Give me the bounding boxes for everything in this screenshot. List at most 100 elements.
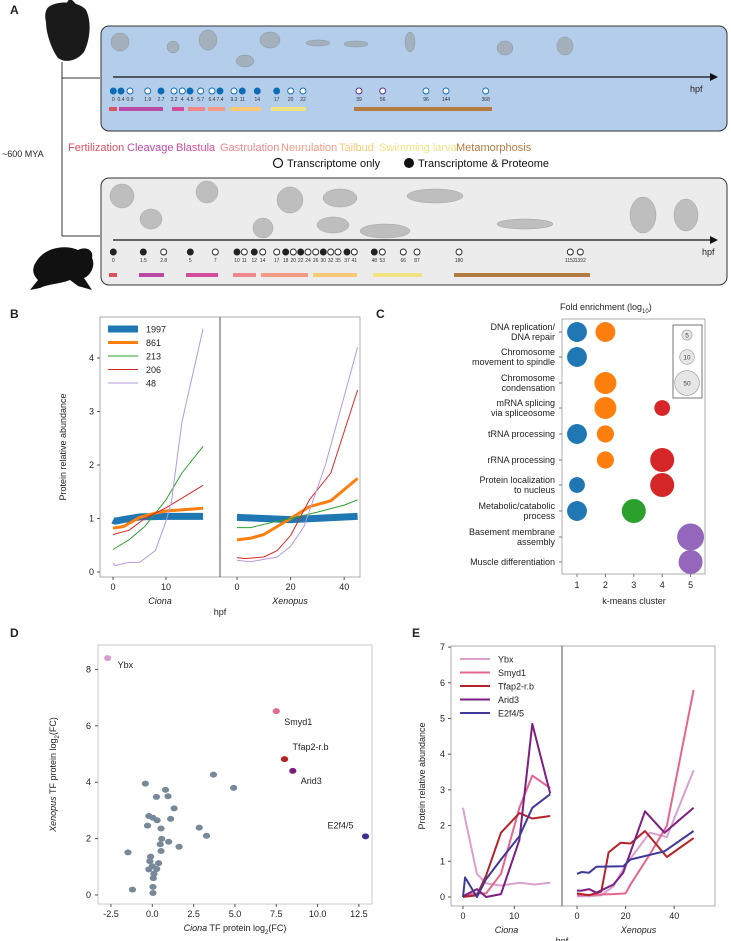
- timepoint-label: 1.9: [144, 97, 151, 103]
- timepoint-label: 11: [240, 97, 245, 103]
- filled-circle-icon: [404, 158, 414, 168]
- timepoint-transcriptome-dot: [304, 248, 312, 256]
- y-tick-label: 3: [89, 407, 94, 417]
- enrichment-bubble: [654, 400, 671, 416]
- timepoint-transcriptome-dot: [355, 87, 363, 95]
- size-legend-label: 10: [683, 355, 691, 362]
- enrichment-bubble: [596, 425, 614, 443]
- panel-label-E: E: [412, 626, 420, 640]
- timepoint-label: 10: [234, 258, 240, 264]
- tf-point: [195, 824, 203, 831]
- tf-point: [128, 886, 137, 893]
- tf-point: [154, 860, 163, 867]
- y-tick-label: 2: [86, 834, 91, 844]
- enrichment-bubble: [569, 477, 585, 493]
- panel-e-chart: 0 1 2 3 4 5 6 7 0 10 0 20 40 Ciona Xenopus hpf Protein r…: [417, 642, 716, 941]
- timepoint-transcriptome-dot: [273, 248, 281, 256]
- tf-point: [124, 849, 132, 856]
- legend-label: 1997: [146, 325, 166, 335]
- timepoint-proteome-dot: [139, 248, 147, 256]
- timepoint-transcriptome-dot: [378, 248, 386, 256]
- panel-label-B: B: [10, 307, 19, 321]
- ciona-embryo-image: [235, 54, 255, 68]
- timepoint-proteome-dot: [370, 248, 378, 256]
- term-label: rRNA processing: [487, 455, 555, 465]
- legend-label: Tfap2-r.b: [498, 682, 534, 692]
- x-tick-label: 7.5: [270, 909, 283, 919]
- legend-transcriptome-proteome: Transcriptome & Proteome: [418, 158, 549, 170]
- panel-d-chart: -2.5 0.0 2.5 5.0 7.5 10.0 12.5 0 2 4 6 8 Ybx Smyd1 Tfa…: [48, 644, 373, 936]
- timepoint-proteome-dot: [273, 87, 281, 95]
- series-line-xenopus-smyd1: [576, 689, 695, 897]
- tf-point: [164, 793, 172, 800]
- enrichment-bubble: [567, 424, 587, 444]
- tf-point: [153, 866, 161, 873]
- series-line-xenopus-arid3: [577, 807, 695, 894]
- stage-bar-1: [119, 107, 163, 111]
- ciona-embryo-image: [496, 40, 514, 56]
- arrow-head-icon: [710, 236, 718, 244]
- series-line-ciona-213: [112, 445, 204, 550]
- enrichment-bubble: [567, 347, 587, 367]
- timepoint-transcriptome-dot: [422, 87, 430, 95]
- y-tick-label: 0: [440, 892, 445, 902]
- timepoint-label: 4.5: [187, 97, 194, 103]
- y-tick-label: 4: [440, 749, 445, 759]
- timepoint-label: 0.4: [118, 97, 125, 103]
- ciona-timeline: hpf 0 0.4 0.9 1.9 2.7 3.2 4 4.5 5.7 6.4 7.4 9.3 11 14 1…: [100, 25, 728, 132]
- timepoint-transcriptome-dot: [208, 87, 216, 95]
- timepoint-label: 1392: [575, 258, 586, 264]
- tf-point: [165, 838, 173, 845]
- y-tick-label: 1: [89, 514, 94, 524]
- timepoint-proteome-dot: [250, 248, 258, 256]
- tf-point: [145, 866, 153, 873]
- x-tick-label: 0: [574, 911, 579, 921]
- x-tick-label: 5: [688, 580, 693, 590]
- timepoint-transcriptome-dot: [455, 248, 463, 256]
- timepoint-label: 39: [356, 97, 362, 103]
- ciona-embryo-image: [556, 36, 574, 56]
- legend-label: Smyd1: [498, 668, 526, 678]
- tf-point: [209, 771, 218, 778]
- x-tick-label: -2.5: [103, 909, 119, 919]
- ciona-silhouette: [45, 0, 90, 61]
- timepoint-transcriptome-dot: [170, 87, 178, 95]
- panel-label-D: D: [10, 626, 19, 640]
- timepoint-transcriptome-dot: [259, 248, 267, 256]
- tf-point: [156, 841, 164, 848]
- series-line-ciona-206: [112, 484, 204, 535]
- stage-name-4: Neurulation: [281, 142, 337, 154]
- frog-silhouette: [30, 247, 94, 290]
- timepoint-label: 1.5: [140, 258, 147, 264]
- timepoint-label: 87: [414, 258, 420, 264]
- term-label: Muscle differentiation: [470, 557, 555, 567]
- timepoint-label: 4: [181, 97, 184, 103]
- tf-point: [153, 817, 161, 824]
- series-line-xenopus-e2f45: [576, 830, 695, 875]
- ciona-embryo-image: [198, 29, 218, 51]
- xenopus-embryo-image: [496, 218, 554, 230]
- timepoint-transcriptome-dot: [413, 248, 421, 256]
- tf-point: [149, 875, 157, 882]
- stage-bar-2: [186, 273, 218, 277]
- series-line-ciona-861: [112, 506, 204, 530]
- term-label: Chromosome: [501, 373, 555, 383]
- timepoint-proteome-dot: [343, 248, 351, 256]
- tf-point: [149, 883, 157, 890]
- term-label: assembly: [517, 537, 556, 547]
- tf-label: E2f4/5: [328, 820, 354, 830]
- timepoint-label: 20: [288, 97, 294, 103]
- timepoint-label: 20: [291, 258, 297, 264]
- timepoint-proteome-dot: [216, 87, 224, 95]
- x-axis-label: k-means cluster: [602, 596, 666, 606]
- stage-name-7: Metamorphosis: [456, 142, 532, 154]
- x-tick-label: 1: [574, 580, 579, 590]
- stage-name-5: Tailbud: [339, 142, 374, 154]
- size-legend-circle: [679, 349, 695, 365]
- timepoint-label: 96: [423, 97, 429, 103]
- tf-point: [152, 793, 161, 800]
- series-line-xenopus-48: [236, 347, 359, 563]
- timepoint-transcriptome-dot: [230, 87, 238, 95]
- timepoint-label: 0: [112, 258, 115, 264]
- y-axis-label: Protein relative abundance: [417, 722, 427, 829]
